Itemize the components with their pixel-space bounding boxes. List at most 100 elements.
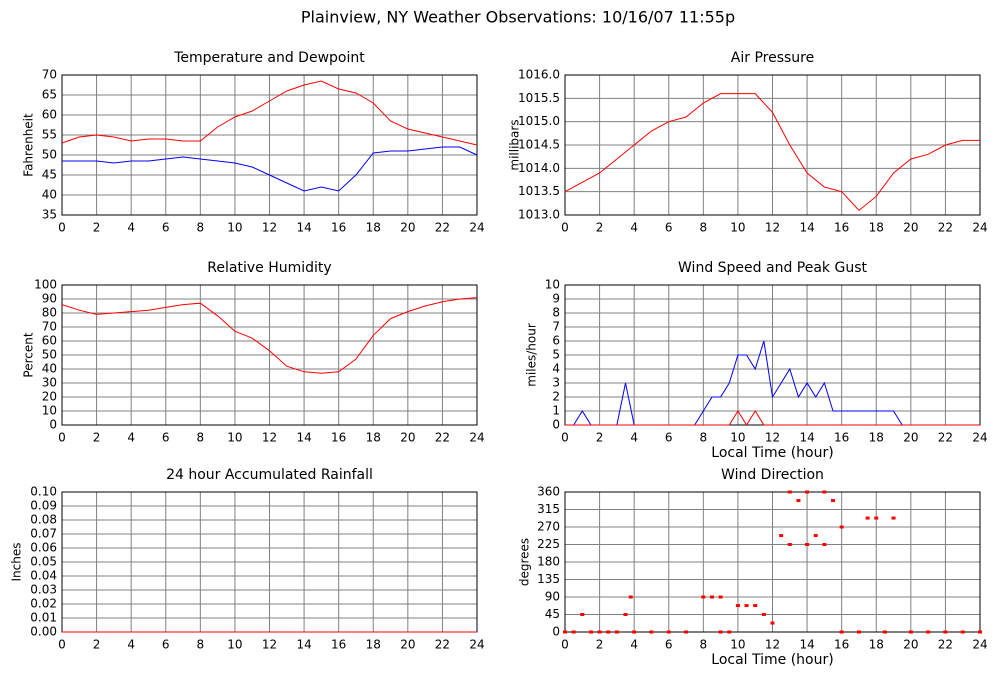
- scatter-point: [580, 613, 585, 616]
- y-tick-label: 2: [552, 390, 560, 404]
- scatter-point: [632, 630, 637, 634]
- x-tick-label: 12: [262, 221, 277, 235]
- x-tick-label: 6: [665, 431, 673, 445]
- y-tick-label: 90: [42, 292, 57, 306]
- series-line: [62, 146, 478, 192]
- x-tick-label: 16: [834, 221, 849, 235]
- scatter-point: [628, 595, 633, 599]
- y-tick-label: 50: [42, 348, 57, 362]
- x-tick-label: 6: [665, 638, 673, 652]
- y-tick-label: 80: [42, 306, 57, 320]
- scatter-point: [588, 630, 593, 634]
- scatter-point: [563, 630, 567, 634]
- plot-frame: [564, 74, 981, 216]
- scatter-point: [649, 630, 654, 634]
- x-tick-label: 20: [400, 431, 415, 445]
- scatter-point: [960, 630, 965, 634]
- y-tick-label: 0: [49, 418, 57, 432]
- y-tick-label: 1013.0: [518, 208, 560, 222]
- x-tick-label: 22: [938, 638, 953, 652]
- scatter-point: [839, 630, 844, 634]
- y-tick-label: 40: [42, 188, 57, 202]
- plot-frame: [61, 284, 478, 426]
- y-tick-label: 60: [42, 334, 57, 348]
- y-axis-label: Fahrenheit: [22, 113, 36, 177]
- y-tick-label: 8: [552, 306, 560, 320]
- scatter-point: [684, 630, 689, 634]
- x-tick-label: 16: [834, 638, 849, 652]
- scatter-point: [839, 525, 844, 529]
- y-tick-label: 1016.0: [518, 68, 560, 82]
- y-tick-label: 1014.5: [518, 138, 560, 152]
- series-line: [564, 93, 980, 212]
- x-tick-label: 22: [435, 638, 450, 652]
- y-axis-label: millibars: [508, 119, 522, 170]
- x-tick-label: 4: [630, 431, 638, 445]
- x-tick-label: 2: [596, 431, 604, 445]
- x-tick-label: 8: [197, 221, 205, 235]
- scatter-point: [865, 516, 870, 520]
- y-tick-label: 7: [552, 320, 560, 334]
- x-tick-label: 2: [93, 638, 101, 652]
- x-tick-label: 22: [435, 221, 450, 235]
- y-tick-label: 100: [34, 278, 57, 292]
- scatter-point: [943, 630, 948, 634]
- x-tick-label: 0: [561, 221, 569, 235]
- y-tick-label: 225: [537, 537, 560, 551]
- scatter-point: [614, 630, 619, 634]
- x-tick-label: 10: [730, 431, 745, 445]
- scatter-point: [779, 534, 784, 538]
- x-tick-label: 12: [765, 431, 780, 445]
- x-tick-label: 4: [127, 221, 135, 235]
- y-tick-label: 10: [545, 278, 560, 292]
- scatter-point: [787, 490, 792, 494]
- chart-title: Wind Speed and Peak Gust: [678, 260, 867, 276]
- scatter-point: [709, 595, 714, 599]
- x-tick-label: 18: [869, 221, 884, 235]
- scatter-point: [856, 630, 861, 634]
- y-tick-label: 5: [552, 348, 560, 362]
- x-tick-label: 6: [162, 221, 170, 235]
- x-tick-label: 8: [700, 431, 708, 445]
- x-tick-label: 18: [869, 638, 884, 652]
- chart-title: Wind Direction: [721, 467, 824, 483]
- x-tick-label: 16: [331, 431, 346, 445]
- x-tick-label: 8: [700, 221, 708, 235]
- scatter-point: [805, 490, 810, 494]
- y-tick-label: 0: [552, 625, 560, 639]
- x-tick-label: 12: [765, 221, 780, 235]
- y-tick-label: 6: [552, 334, 560, 348]
- y-tick-label: 0.03: [30, 583, 57, 597]
- y-tick-label: 0.10: [30, 485, 57, 499]
- x-tick-label: 20: [903, 431, 918, 445]
- x-tick-label: 24: [972, 638, 987, 652]
- y-tick-label: 35: [42, 208, 57, 222]
- x-tick-label: 22: [938, 221, 953, 235]
- x-tick-label: 14: [799, 221, 814, 235]
- y-axis-label: Percent: [22, 332, 36, 377]
- x-axis-label: Local Time (hour): [711, 445, 833, 461]
- y-tick-label: 65: [42, 88, 57, 102]
- scatter-point: [571, 630, 576, 634]
- x-tick-label: 16: [331, 221, 346, 235]
- x-tick-label: 2: [93, 221, 101, 235]
- y-tick-label: 0.01: [30, 611, 57, 625]
- scatter-point: [623, 613, 628, 616]
- x-tick-label: 20: [903, 221, 918, 235]
- x-tick-label: 0: [561, 638, 569, 652]
- x-tick-label: 6: [162, 431, 170, 445]
- chart-title: Temperature and Dewpoint: [173, 50, 365, 66]
- y-tick-label: 0: [552, 418, 560, 432]
- x-tick-label: 22: [938, 431, 953, 445]
- y-tick-label: 1015.5: [518, 91, 560, 105]
- x-tick-label: 14: [799, 638, 814, 652]
- y-tick-label: 55: [42, 128, 57, 142]
- x-tick-label: 22: [435, 431, 450, 445]
- y-tick-label: 10: [42, 404, 57, 418]
- scatter-point: [796, 499, 801, 503]
- x-axis-label: Local Time (hour): [711, 652, 833, 668]
- scatter-point: [908, 630, 913, 634]
- y-tick-label: 315: [537, 502, 560, 516]
- y-tick-label: 50: [42, 148, 57, 162]
- scatter-point: [926, 630, 931, 634]
